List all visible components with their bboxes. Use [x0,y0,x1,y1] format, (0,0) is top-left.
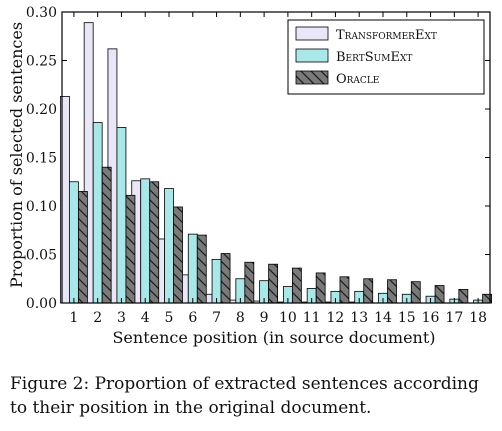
bar-oracle-4 [149,181,160,304]
bar-oracle-11 [315,272,326,304]
x-tick-label: 11 [303,310,321,326]
bar-bertsumext-6 [187,233,198,304]
x-tick-label: 15 [398,310,416,326]
bar-bertsumext-1 [68,181,79,304]
plot-frame [61,11,491,304]
x-tick-label: 18 [469,310,487,326]
bar-oracle-16 [434,285,445,304]
bar-oracle-12 [339,276,350,304]
x-tick-label: 16 [422,310,440,326]
bar-oracle-2 [101,166,112,304]
x-tick-label: 9 [260,310,269,326]
bar-oracle-5 [173,206,183,304]
bar-oracle-10 [291,267,302,304]
y-tick-label: 0.00 [26,296,57,312]
x-tick-label: 6 [188,310,197,326]
legend-label-transformerext: TransformerExt [336,28,437,43]
bar-oracle-1 [77,191,88,304]
bar-oracle-8 [244,261,255,304]
x-tick-label: 13 [350,310,368,326]
bar-bertsumext-5 [164,188,174,304]
bar-bertsumext-3 [116,127,127,304]
bar-oracle-6 [196,234,207,304]
legend-swatch-bertsumext [295,48,329,63]
bar-chart: 0.000.050.100.150.200.250.301 2 3 4 5 6 7 8 9 10 1… [7,5,493,347]
bar-oracle-15 [410,281,421,304]
y-tick-label: 0.15 [26,151,57,167]
bar-bertsumext-7 [211,258,222,304]
x-tick-label: 8 [236,310,245,326]
bar-oracle-14 [387,279,397,304]
legend-swatch-transformerext [295,26,329,41]
x-tick-label: 2 [93,310,102,326]
y-tick-label: 0.20 [26,102,57,118]
y-tick-label: 0.25 [26,54,57,70]
caption-line-1: Figure 2: Proportion of extracted senten… [10,374,479,394]
legend-label-bertsumext: BertSumExt [336,50,412,65]
y-tick-label: 0.30 [26,5,57,21]
caption-line-2: to their position in the original docume… [10,398,372,418]
x-tick-label: 5 [165,310,174,326]
legend-swatch-oracle [295,70,329,85]
legend-label-oracle: Oracle [336,72,379,87]
x-tick-label: 3 [117,310,126,326]
bar-bertsumext-4 [140,178,151,304]
x-tick-label: 14 [374,310,392,326]
figure-caption: Figure 2: Proportion of extracted senten… [10,372,495,420]
x-tick-label: 7 [212,310,221,326]
x-tick-label: 1 [69,310,78,326]
y-tick-label: 0.10 [26,199,57,215]
x-tick-label: 4 [141,310,150,326]
bar-oracle-17 [458,289,469,304]
x-axis-label: Sentence position (in source document) [112,328,435,347]
bar-bertsumext-2 [92,122,103,304]
x-tick-label: 17 [445,310,463,326]
y-axis-label: Proportion of selected sentences [7,22,26,288]
bar-oracle-3 [125,194,136,304]
bar-oracle-13 [363,278,374,304]
x-tick-label: 12 [327,310,345,326]
bar-oracle-9 [268,263,279,304]
bar-oracle-7 [220,253,231,304]
x-tick-label: 10 [279,310,297,326]
y-tick-label: 0.05 [26,248,57,264]
